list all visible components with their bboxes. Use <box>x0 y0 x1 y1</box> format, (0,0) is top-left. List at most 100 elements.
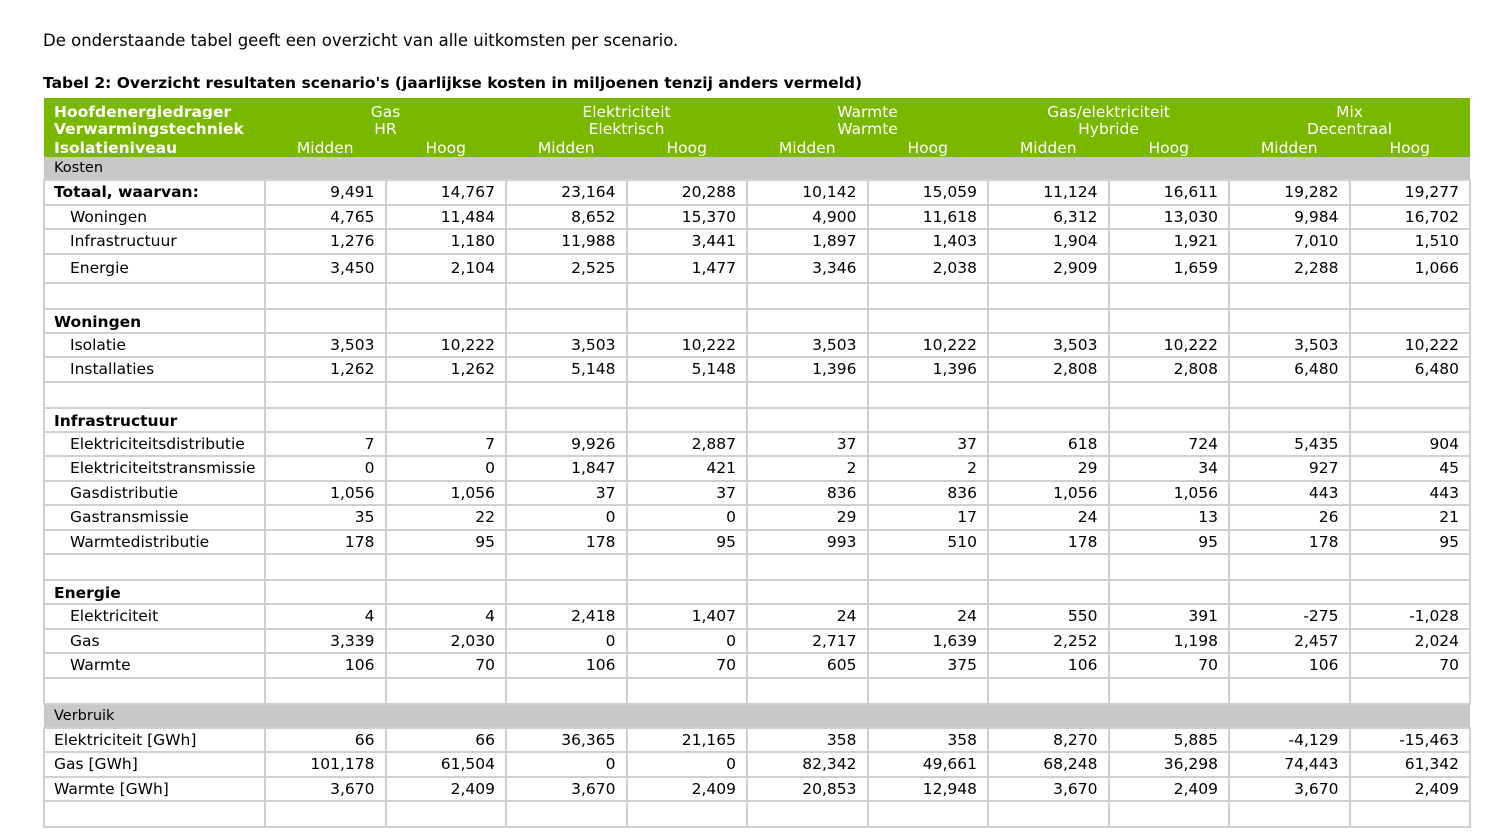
empty-cell <box>1348 281 1472 310</box>
value-cell: 8,270 <box>987 726 1110 753</box>
table-row: Energie 3,450 2,104 2,525 1,477 3,346 2,038 2,9… <box>43 252 1472 284</box>
empty-cell <box>625 553 749 581</box>
value-cell: 1,180 <box>384 228 507 255</box>
empty-cell <box>1107 553 1231 581</box>
header-carrier: Mix <box>1229 98 1471 119</box>
value-cell: 1,639 <box>866 627 990 654</box>
value-cell: 0 <box>625 504 749 531</box>
value-cell: 70 <box>1348 652 1472 679</box>
empty-cell <box>987 676 1110 705</box>
empty-cell <box>866 800 990 828</box>
empty-cell <box>625 676 749 705</box>
table-row: Elektriciteitstransmissie 0 0 1,847 421 2 2 29 3… <box>43 455 1472 482</box>
value-cell: 3,503 <box>264 331 387 358</box>
value-cell: 2,409 <box>384 775 507 802</box>
value-cell: 443 <box>1348 479 1472 506</box>
value-cell <box>1348 307 1472 334</box>
value-cell: 605 <box>746 652 869 679</box>
value-cell: 0 <box>505 504 628 531</box>
value-cell: 20,853 <box>746 775 869 802</box>
value-cell: 2,104 <box>384 252 507 284</box>
value-cell: 178 <box>505 528 628 555</box>
value-cell <box>264 307 387 334</box>
value-cell: 0 <box>264 455 387 482</box>
empty-cell <box>1348 800 1472 828</box>
header-carrier: Warmte <box>747 98 989 119</box>
header-technique: Decentraal <box>1229 119 1471 140</box>
value-cell: -4,129 <box>1228 726 1351 753</box>
value-cell: 49,661 <box>866 751 990 778</box>
value-cell: 29 <box>987 455 1110 482</box>
value-cell: 3,503 <box>505 331 628 358</box>
row-label: Totaal, waarvan: <box>43 179 266 206</box>
header-technique: HR <box>265 119 506 140</box>
empty-cell <box>625 800 749 828</box>
value-cell: 24 <box>866 603 990 630</box>
value-cell: 1,510 <box>1348 228 1472 255</box>
empty-cell <box>746 553 869 581</box>
table-row: Elektriciteit 4 4 2,418 1,407 24 24 550 391 -275-… <box>43 603 1472 630</box>
table-row: Energie <box>43 579 1472 605</box>
value-cell: 66 <box>384 726 507 753</box>
value-cell <box>987 307 1110 334</box>
empty-cell <box>987 800 1110 828</box>
value-cell: 70 <box>625 652 749 679</box>
empty-cell <box>866 281 990 310</box>
empty-cell <box>1107 380 1231 409</box>
value-cell: 17 <box>866 504 990 531</box>
value-cell <box>866 406 990 433</box>
empty-cell <box>1348 380 1472 409</box>
value-cell: 375 <box>866 652 990 679</box>
table-row: Infrastructuur <box>43 406 1472 433</box>
value-cell: 1,056 <box>987 479 1110 506</box>
value-cell: 5,148 <box>505 356 628 383</box>
value-cell: 15,370 <box>625 203 749 230</box>
value-cell: 2 <box>866 455 990 482</box>
value-cell: 2,717 <box>746 627 869 654</box>
value-cell: 3,346 <box>746 252 869 284</box>
value-cell: 37 <box>746 430 869 457</box>
value-cell: 5,148 <box>625 356 749 383</box>
value-cell: 106 <box>987 652 1110 679</box>
value-cell: 421 <box>625 455 749 482</box>
row-label: Warmtedistributie <box>43 528 266 555</box>
value-cell: 2,457 <box>1228 627 1351 654</box>
value-cell: 13,030 <box>1107 203 1231 230</box>
empty-cell <box>746 800 869 828</box>
value-cell: 1,276 <box>264 228 387 255</box>
value-cell: 1,262 <box>264 356 387 383</box>
value-cell: 3,670 <box>1228 775 1351 802</box>
empty-cell <box>43 380 266 409</box>
empty-cell <box>746 676 869 705</box>
empty-cell <box>384 553 507 581</box>
empty-cell <box>866 676 990 705</box>
value-cell: 0 <box>505 627 628 654</box>
value-cell: 1,407 <box>625 603 749 630</box>
value-cell: 1,056 <box>264 479 387 506</box>
header-label-technique: Verwarmingstechniek <box>44 119 265 140</box>
value-cell <box>625 406 749 433</box>
value-cell: 15,059 <box>866 179 990 206</box>
value-cell: 13 <box>1107 504 1231 531</box>
value-cell: 358 <box>746 726 869 753</box>
empty-cell <box>384 800 507 828</box>
table-row: Gas 3,339 2,030 0 0 2,717 1,639 2,252 1,198 2,457… <box>43 627 1472 654</box>
value-cell: 0 <box>625 627 749 654</box>
value-cell: 106 <box>1228 652 1351 679</box>
value-cell <box>1228 307 1351 334</box>
value-cell: 14,767 <box>384 179 507 206</box>
section-header-row: Verbruik <box>44 703 1471 728</box>
value-cell: 95 <box>625 528 749 555</box>
value-cell: 2,252 <box>987 627 1110 654</box>
row-label: Gasdistributie <box>43 479 266 506</box>
empty-cell <box>264 800 387 828</box>
empty-cell <box>625 281 749 310</box>
empty-cell <box>505 380 628 409</box>
value-cell: 70 <box>1107 652 1231 679</box>
empty-cell <box>384 676 507 705</box>
value-cell: 1,396 <box>746 356 869 383</box>
value-cell: 35 <box>264 504 387 531</box>
row-label: Infrastructuur <box>43 406 266 433</box>
value-cell: 2,409 <box>625 775 749 802</box>
value-cell: 10,222 <box>625 331 749 358</box>
